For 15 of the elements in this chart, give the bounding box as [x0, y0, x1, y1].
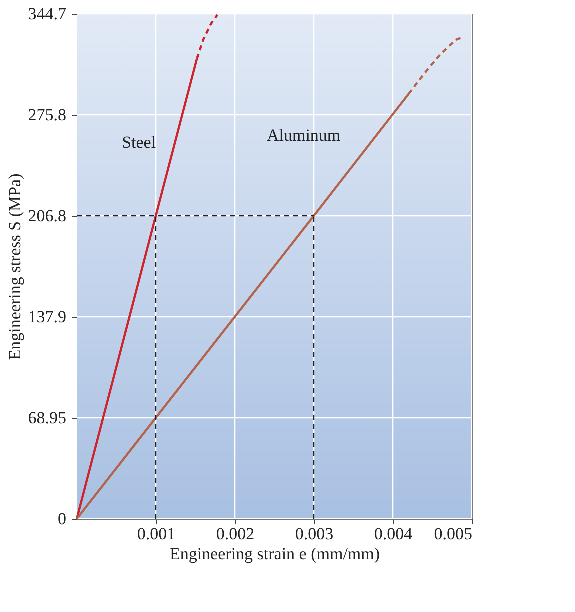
series-label: Aluminum: [266, 126, 341, 146]
y-tick-label: 0: [58, 510, 66, 528]
x-tick-label: 0.004: [374, 524, 414, 544]
x-tick-label: 0.001: [137, 524, 176, 544]
y-axis-title: Engineering stress S (MPa): [5, 174, 24, 360]
y-tick-label: 275.8: [28, 105, 66, 124]
x-tick-label: 0.003: [295, 524, 334, 544]
y-tick-label: 68.95: [28, 408, 66, 428]
series-label: Steel: [122, 132, 156, 152]
y-tick-label: 137.9: [28, 307, 66, 326]
x-axis-title: Engineering strain e (mm/mm): [170, 544, 380, 564]
x-tick-label: 0.005: [434, 524, 472, 544]
x-tick-label: 0.002: [216, 524, 255, 544]
y-tick-label: 206.8: [28, 206, 66, 226]
y-tick-label: 344.7: [28, 4, 67, 24]
